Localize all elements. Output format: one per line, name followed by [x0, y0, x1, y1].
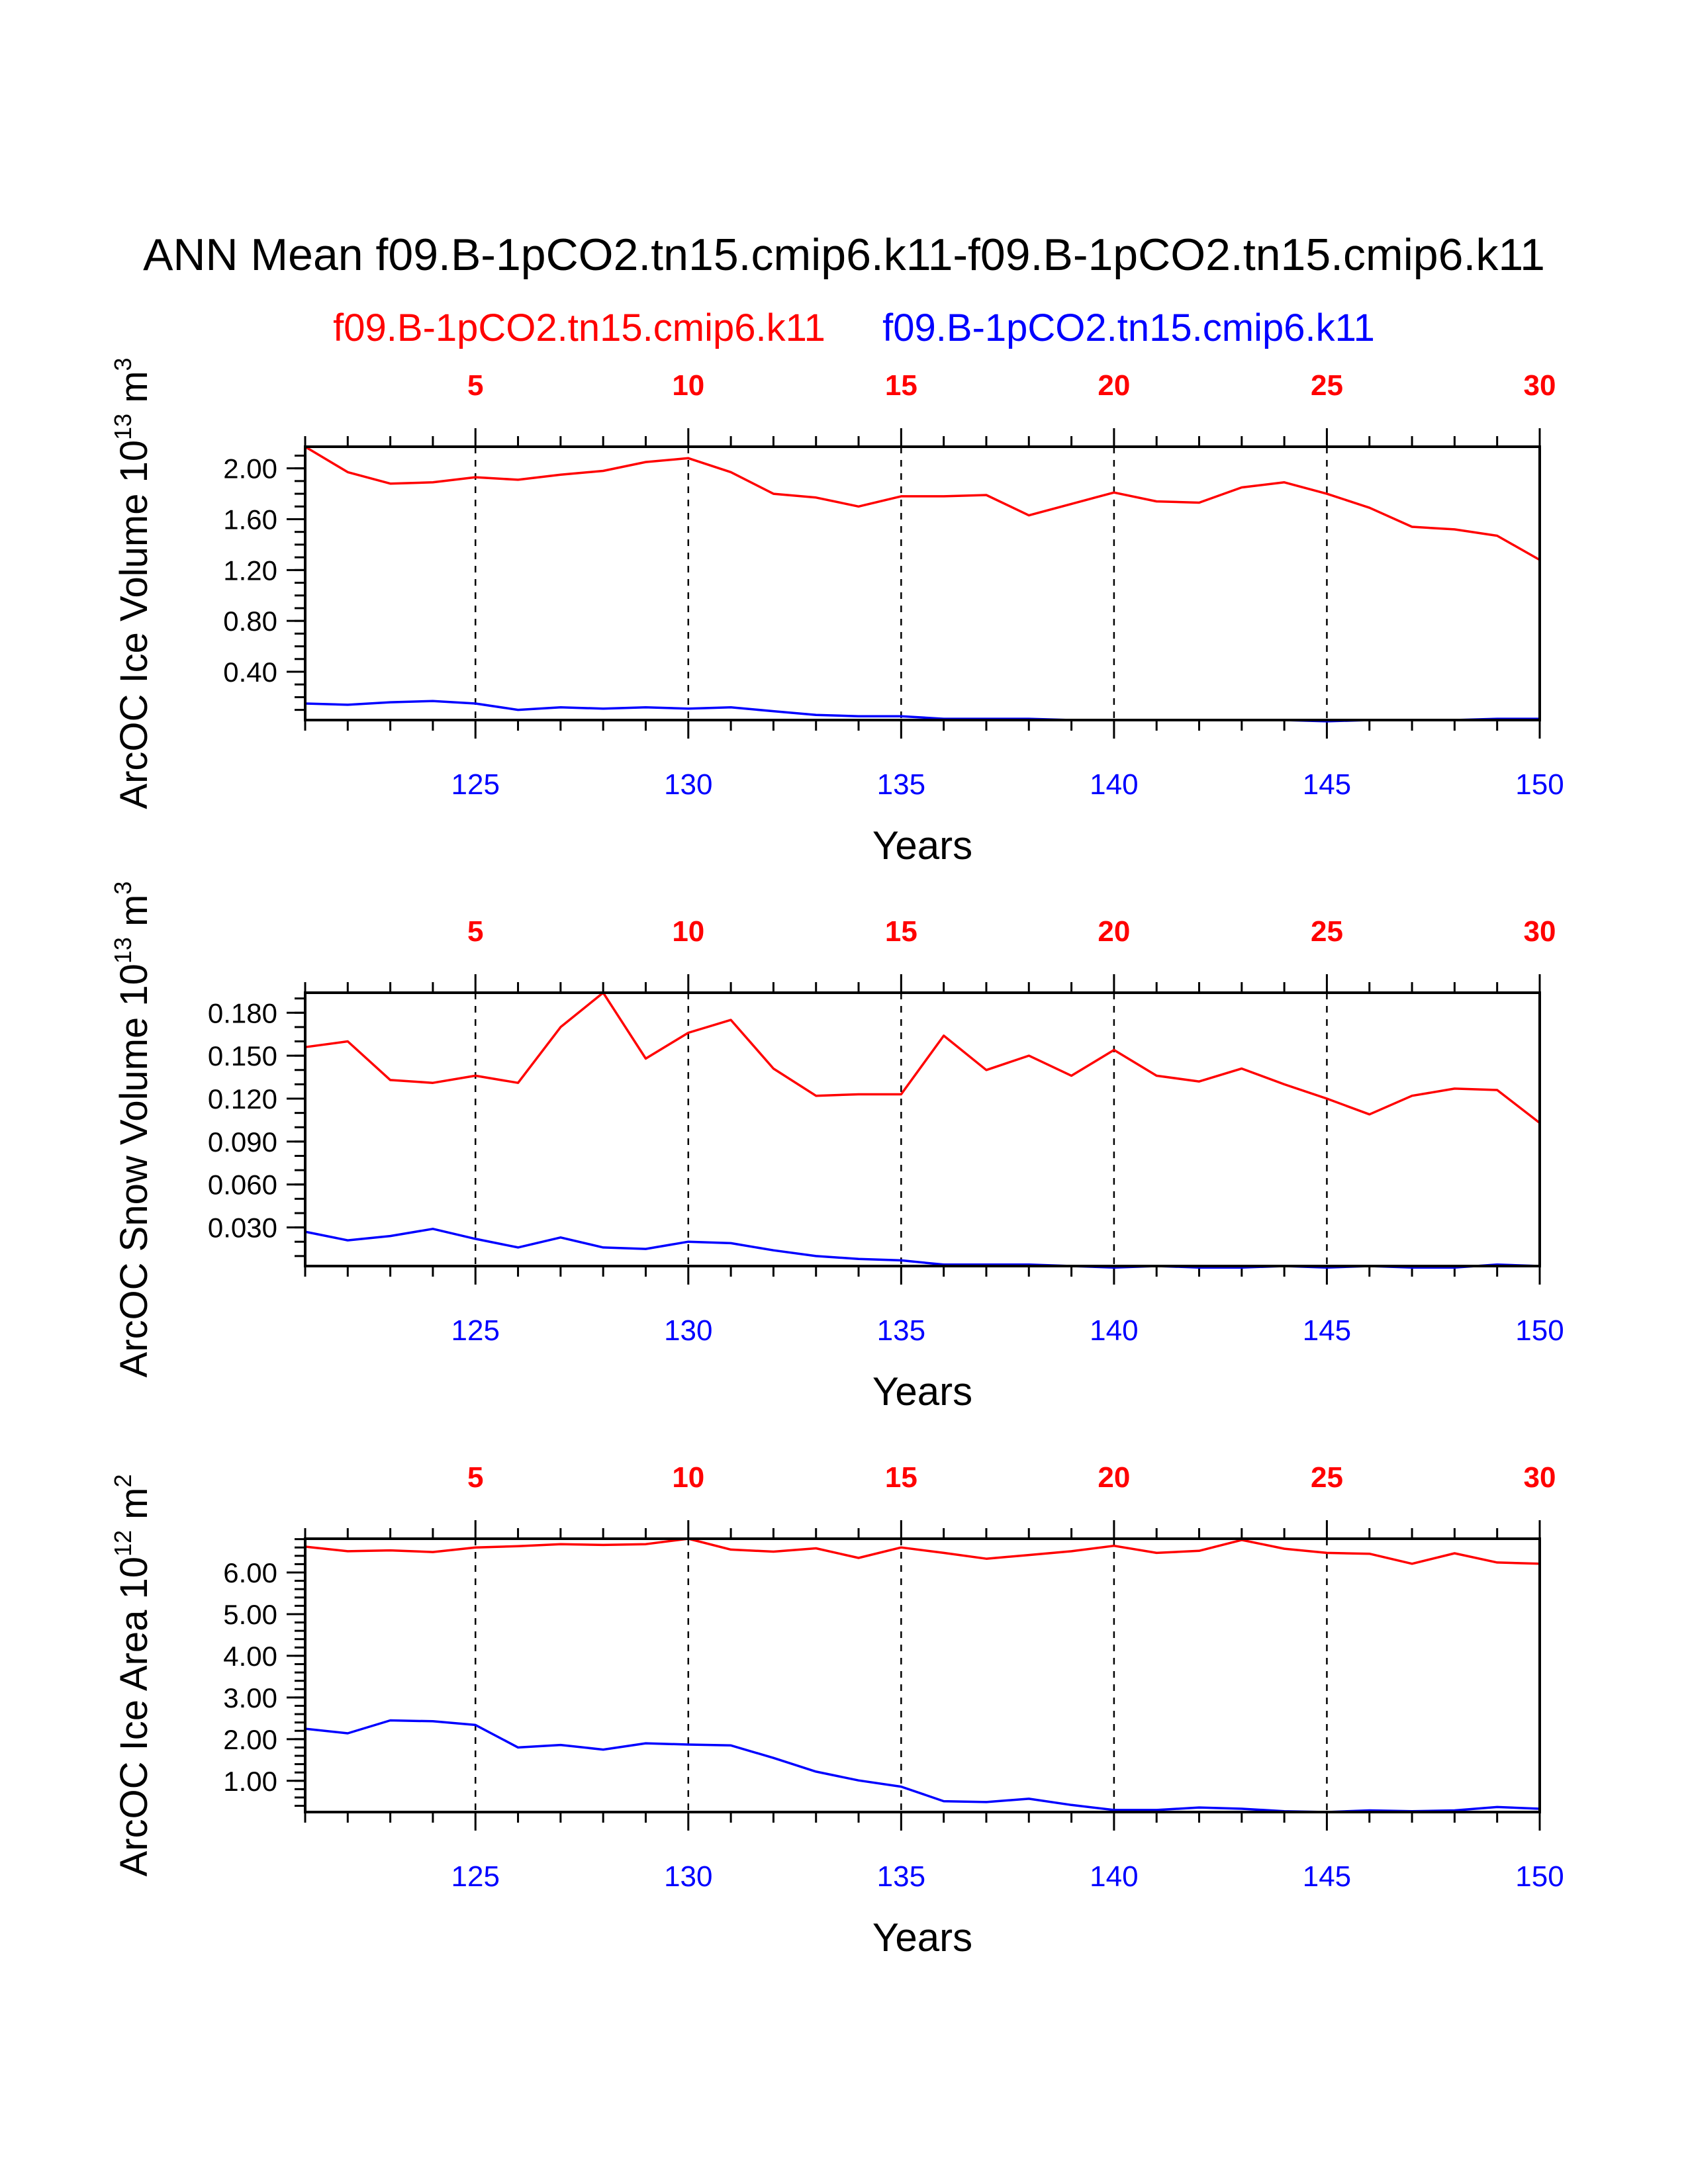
plot-frame [304, 1537, 1541, 1813]
y-axis-label-part: 2 [109, 1474, 136, 1487]
x-tick-label-top: 20 [1098, 1461, 1130, 1494]
x-tick-label-bottom: 145 [1303, 1314, 1351, 1347]
x-tick-label-top: 5 [467, 369, 483, 402]
x-tick-label-top: 15 [885, 915, 917, 948]
x-tick-label-top: 25 [1311, 915, 1343, 948]
series-line-red [305, 445, 1540, 561]
y-tick-label: 6.00 [223, 1557, 277, 1588]
x-tick-label-top: 10 [672, 369, 704, 402]
y-axis-label-part: 3 [109, 357, 136, 371]
y-tick-label: 2.00 [223, 1724, 277, 1755]
x-tick-label-top: 20 [1098, 369, 1130, 402]
x-tick-label-top: 20 [1098, 915, 1130, 948]
x-tick-label-bottom: 135 [877, 1314, 925, 1347]
y-tick-label: 1.20 [223, 555, 277, 586]
x-tick-label-top: 30 [1524, 1461, 1556, 1494]
legend-blue-label: f09.B-1pCO2.tn15.cmip6.k11 [882, 306, 1375, 349]
x-axis-label: Years [872, 823, 972, 868]
y-tick-label: 0.120 [208, 1083, 277, 1115]
y-axis-label-part: 13 [109, 414, 136, 440]
plot-frame [304, 991, 1541, 1267]
x-tick-label-top: 10 [672, 915, 704, 948]
y-tick-label: 2.00 [223, 453, 277, 484]
x-tick-label-top: 10 [672, 1461, 704, 1494]
y-axis-label-part: 3 [109, 882, 136, 895]
x-tick-label-bottom: 145 [1303, 1860, 1351, 1893]
y-axis-label: ArcOC Ice Volume 1013 m3 [109, 357, 156, 809]
series-line-red [305, 1537, 1540, 1565]
y-tick-label: 0.060 [208, 1169, 277, 1201]
x-tick-label-top: 30 [1524, 369, 1556, 402]
x-tick-label-bottom: 140 [1090, 1314, 1138, 1347]
x-tick-label-bottom: 135 [877, 1860, 925, 1893]
series-line-red [305, 991, 1541, 1124]
x-tick-label-bottom: 125 [451, 1860, 500, 1893]
x-tick-label-bottom: 145 [1303, 768, 1351, 801]
x-tick-label-bottom: 125 [451, 768, 500, 801]
x-tick-label-top: 30 [1524, 915, 1556, 948]
y-axis-label-part: ArcOC Ice Volume 10 [113, 440, 156, 809]
x-tick-label-bottom: 130 [664, 1860, 712, 1893]
x-tick-label-top: 25 [1311, 1461, 1343, 1494]
x-axis-label: Years [872, 1915, 972, 1960]
y-tick-label: 0.180 [208, 997, 277, 1028]
y-axis-label-part: 12 [109, 1530, 136, 1557]
x-tick-label-bottom: 135 [877, 768, 925, 801]
x-tick-label-bottom: 130 [664, 768, 712, 801]
y-axis-label: ArcOC Ice Area 1012 m2 [109, 1474, 156, 1876]
x-tick-label-top: 25 [1311, 369, 1343, 402]
y-axis-label-part: m [113, 1488, 156, 1530]
y-axis-label-part: ArcOC Snow Volume 10 [113, 964, 156, 1377]
x-tick-label-bottom: 140 [1090, 1860, 1138, 1893]
y-tick-label: 0.40 [223, 657, 277, 688]
y-tick-label: 3.00 [223, 1682, 277, 1713]
x-tick-label-bottom: 130 [664, 1314, 712, 1347]
y-axis-label-part: m [113, 895, 156, 937]
x-tick-label-top: 5 [467, 915, 483, 948]
y-tick-label: 1.00 [223, 1766, 277, 1797]
y-tick-label: 0.150 [208, 1040, 277, 1071]
y-axis-label-part: ArcOC Ice Area 10 [113, 1557, 156, 1877]
y-tick-label: 4.00 [223, 1641, 277, 1672]
plot-frame [304, 445, 1541, 721]
y-tick-label: 0.030 [208, 1212, 277, 1244]
x-tick-label-bottom: 125 [451, 1314, 500, 1347]
x-tick-label-top: 5 [467, 1461, 483, 1494]
y-tick-label: 0.090 [208, 1126, 277, 1158]
y-axis-label: ArcOC Snow Volume 1013 m3 [109, 882, 156, 1378]
x-tick-label-bottom: 150 [1515, 1860, 1564, 1893]
x-axis-label: Years [872, 1369, 972, 1414]
y-tick-label: 5.00 [223, 1599, 277, 1630]
legend-red-label: f09.B-1pCO2.tn15.cmip6.k11 [333, 306, 825, 349]
y-tick-label: 0.80 [223, 606, 277, 637]
chart-panel-1: 0.40 0.80 1.20 1.60 2.00 125 130 135 140 145 150 5 1… [109, 357, 1564, 868]
figure-title: ANN Mean f09.B-1pCO2.tn15.cmip6.k11-f09.… [143, 230, 1545, 280]
x-tick-label-bottom: 140 [1090, 768, 1138, 801]
y-axis-label-part: 13 [109, 937, 136, 964]
x-tick-label-bottom: 150 [1515, 1314, 1564, 1347]
x-tick-label-top: 15 [885, 1461, 917, 1494]
y-axis-label-part: m [113, 371, 156, 413]
x-tick-label-top: 15 [885, 369, 917, 402]
x-tick-label-bottom: 150 [1515, 768, 1564, 801]
y-tick-label: 1.60 [223, 504, 277, 535]
